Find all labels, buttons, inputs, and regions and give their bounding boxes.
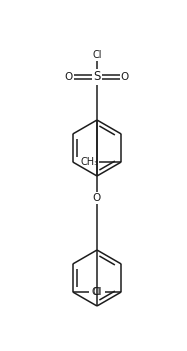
Text: O: O xyxy=(93,193,101,203)
Text: CH₃: CH₃ xyxy=(80,157,98,167)
Text: O: O xyxy=(65,72,73,82)
Text: Cl: Cl xyxy=(93,287,102,297)
Text: O: O xyxy=(121,72,129,82)
Text: Cl: Cl xyxy=(92,50,102,60)
Text: S: S xyxy=(93,71,101,84)
Text: Cl: Cl xyxy=(92,287,101,297)
